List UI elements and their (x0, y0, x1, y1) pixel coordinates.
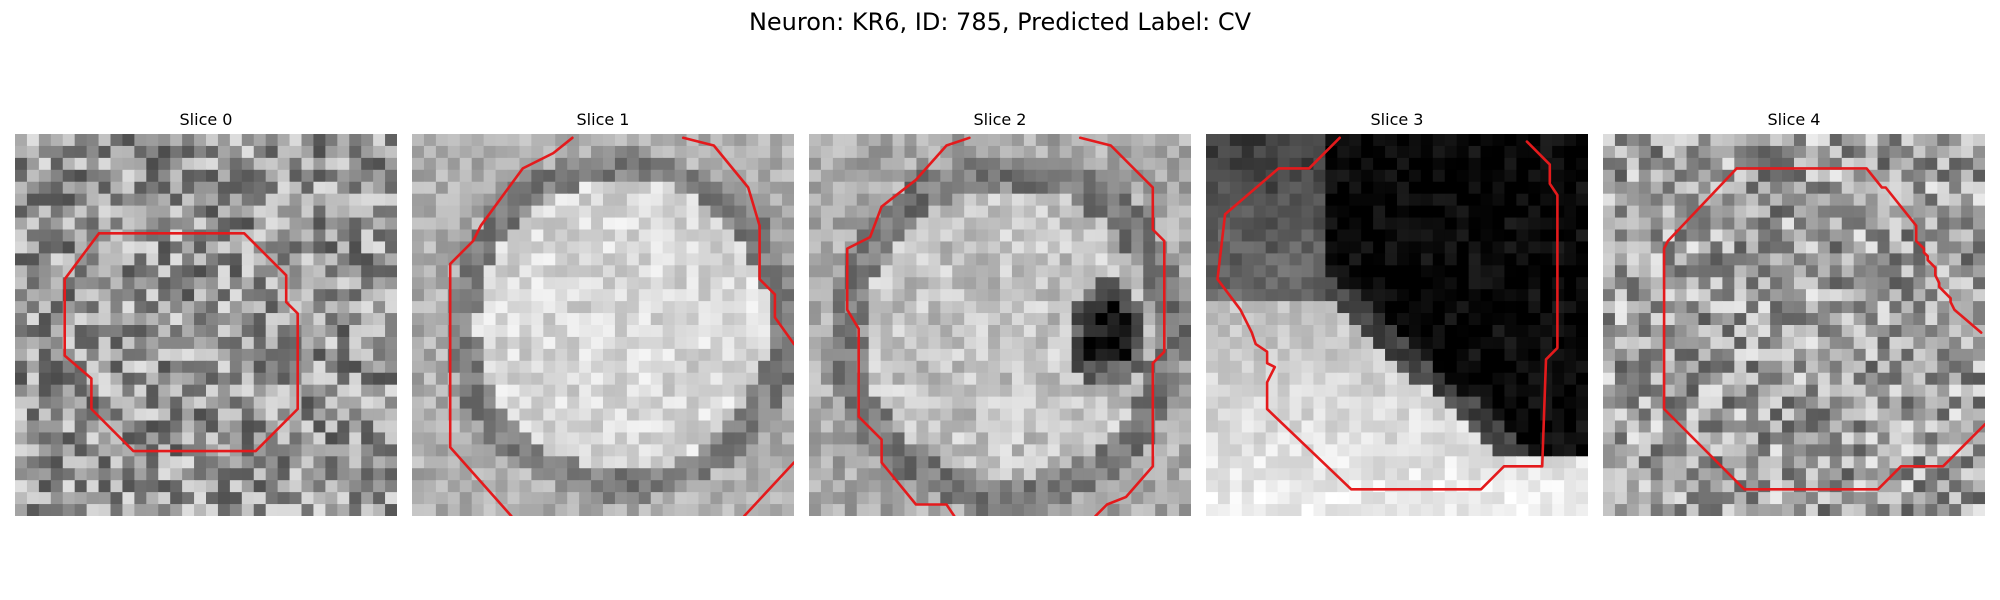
contour-segment-1 (681, 136, 794, 346)
slice-image-svg-2 (809, 134, 1191, 516)
slice-panel-2: Slice 2 (809, 110, 1191, 516)
pixel-grid (1603, 134, 1985, 516)
contour-segment-0 (1735, 167, 1983, 334)
contour-segment-0 (845, 136, 971, 516)
slice-panel-0: Slice 0 (15, 110, 397, 516)
slice-title-4: Slice 4 (1767, 110, 1821, 129)
slice-image-svg-3 (1206, 134, 1588, 516)
slice-panel-1: Slice 1 (412, 110, 794, 516)
slice-image-0 (15, 134, 397, 516)
slice-title-0: Slice 0 (179, 110, 233, 129)
contour-segment-0 (63, 232, 300, 453)
figure-title: Neuron: KR6, ID: 785, Predicted Label: C… (748, 8, 1252, 36)
slice-title-3: Slice 3 (1370, 110, 1424, 129)
slice-title-2: Slice 2 (973, 110, 1027, 129)
pixel-grid (15, 134, 397, 516)
slice-title-1: Slice 1 (576, 110, 630, 129)
slice-image-2 (809, 134, 1191, 516)
contour-segment-0 (448, 136, 574, 516)
pixel-grid (809, 134, 1191, 516)
slice-image-4 (1603, 134, 1985, 516)
slice-image-3 (1206, 134, 1588, 516)
contour-segment-2 (742, 461, 794, 516)
pixel-grid (1206, 134, 1588, 516)
slice-image-svg-1 (412, 134, 794, 516)
pixel-grid (412, 134, 794, 516)
slice-panel-4: Slice 4 (1603, 110, 1985, 516)
slice-image-1 (412, 134, 794, 516)
contour-segment-1 (1662, 167, 1985, 491)
contour-segment-1 (1078, 136, 1166, 516)
contour-segment-0 (1216, 136, 1559, 491)
slice-image-svg-4 (1603, 134, 1985, 516)
slice-panel-3: Slice 3 (1206, 110, 1588, 516)
slice-image-svg-0 (15, 134, 397, 516)
